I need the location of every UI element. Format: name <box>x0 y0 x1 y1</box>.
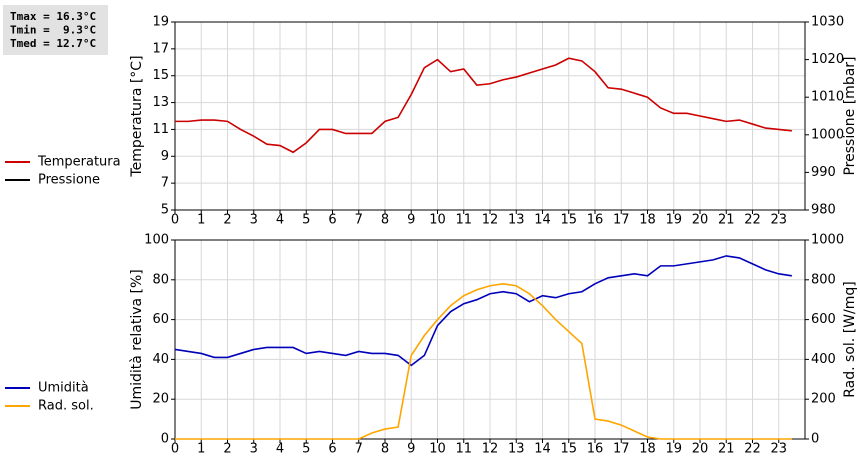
x-tick-label: 12 <box>482 442 499 457</box>
x-tick-label: 4 <box>276 442 284 457</box>
y-tick-label: 80 <box>152 272 169 287</box>
y-tick-label: 0 <box>161 432 169 447</box>
x-tick-label: 8 <box>381 213 389 228</box>
x-tick-label: 9 <box>407 213 415 228</box>
data-line <box>174 255 792 367</box>
x-tick-label: 5 <box>302 213 310 228</box>
x-tick-label: 6 <box>328 442 336 457</box>
y2-tick-label: 1000 <box>811 127 844 142</box>
legend-label: Temperatura <box>37 155 121 170</box>
y-axis-label: Umidità relativa [%] <box>129 269 145 410</box>
y2-tick-label: 990 <box>811 165 836 180</box>
y-axis-label: Temperatura [°C] <box>129 55 145 177</box>
annotation: Tmax = 16.3°C <box>10 10 96 23</box>
y2-axis-label: Rad. sol. [W/mq] <box>842 281 858 397</box>
y2-tick-label: 800 <box>811 272 836 287</box>
legend-label: Pressione <box>38 173 100 188</box>
y-tick-label: 40 <box>152 352 169 367</box>
plot-frame <box>174 21 806 211</box>
y2-tick-label: 400 <box>811 352 836 367</box>
data-line <box>175 282 792 440</box>
x-tick-label: 23 <box>770 213 787 228</box>
plot-frame <box>174 239 806 440</box>
x-tick-label: 21 <box>718 213 735 228</box>
y-tick-label: 20 <box>152 392 169 407</box>
x-tick-label: 11 <box>455 442 472 457</box>
y-tick-label: 13 <box>152 95 169 110</box>
y2-tick-label: 1010 <box>811 90 844 105</box>
y-tick-label: 19 <box>152 15 169 30</box>
x-tick-label: 9 <box>407 442 415 457</box>
x-tick-label: 17 <box>613 442 630 457</box>
x-tick-label: 2 <box>223 213 231 228</box>
y-tick-label: 100 <box>144 233 169 248</box>
x-tick-label: 10 <box>429 213 446 228</box>
y2-axis-label: Pressione [mbar] <box>842 56 858 175</box>
x-tick-label: 5 <box>302 442 310 457</box>
x-tick-label: 12 <box>482 213 499 228</box>
x-tick-label: 14 <box>534 442 551 457</box>
x-tick-label: 13 <box>508 442 525 457</box>
y-tick-label: 5 <box>161 203 169 218</box>
y-tick-label: 11 <box>152 122 169 137</box>
x-tick-label: 18 <box>639 213 656 228</box>
y2-tick-label: 1030 <box>811 15 844 30</box>
x-tick-label: 4 <box>276 213 284 228</box>
x-tick-label: 19 <box>665 442 682 457</box>
x-tick-label: 19 <box>665 213 682 228</box>
x-tick-label: 6 <box>328 213 336 228</box>
x-tick-label: 10 <box>429 442 446 457</box>
x-tick-label: 18 <box>639 442 656 457</box>
x-tick-label: 16 <box>587 442 604 457</box>
x-tick-label: 22 <box>744 213 761 228</box>
x-tick-label: 23 <box>770 442 787 457</box>
x-tick-label: 2 <box>223 442 231 457</box>
y-tick-label: 15 <box>152 68 169 83</box>
legend-label: Rad. sol. <box>38 399 94 414</box>
x-tick-label: 17 <box>613 213 630 228</box>
x-tick-label: 0 <box>171 213 179 228</box>
x-tick-label: 7 <box>355 213 363 228</box>
x-tick-label: 14 <box>534 213 551 228</box>
annotation: Tmin = 9.3°C <box>10 24 96 37</box>
x-tick-label: 22 <box>744 442 761 457</box>
x-tick-label: 20 <box>692 442 709 457</box>
y2-tick-label: 1000 <box>811 233 844 248</box>
y-tick-label: 17 <box>152 41 169 56</box>
data-line <box>175 57 792 154</box>
y-tick-label: 7 <box>161 176 169 191</box>
legend-label: Umidità <box>38 381 89 396</box>
x-tick-label: 1 <box>197 442 205 457</box>
annotation: Tmed = 12.7°C <box>10 37 96 50</box>
x-tick-label: 16 <box>587 213 604 228</box>
annotation-box <box>3 5 108 55</box>
x-tick-label: 15 <box>560 213 577 228</box>
x-tick-label: 3 <box>250 213 258 228</box>
x-tick-label: 11 <box>455 213 472 228</box>
y-tick-label: 60 <box>152 312 169 327</box>
x-tick-label: 0 <box>171 442 179 457</box>
x-tick-label: 8 <box>381 442 389 457</box>
x-tick-label: 7 <box>355 442 363 457</box>
x-tick-label: 15 <box>560 442 577 457</box>
y2-tick-label: 0 <box>811 432 819 447</box>
x-tick-label: 13 <box>508 213 525 228</box>
y-tick-label: 9 <box>161 149 169 164</box>
y2-tick-label: 980 <box>811 203 836 218</box>
x-tick-label: 1 <box>197 213 205 228</box>
y2-tick-label: 1020 <box>811 52 844 67</box>
x-tick-label: 20 <box>692 213 709 228</box>
y2-tick-label: 600 <box>811 312 836 327</box>
x-tick-label: 3 <box>250 442 258 457</box>
x-tick-label: 21 <box>718 442 735 457</box>
y2-tick-label: 200 <box>811 392 836 407</box>
